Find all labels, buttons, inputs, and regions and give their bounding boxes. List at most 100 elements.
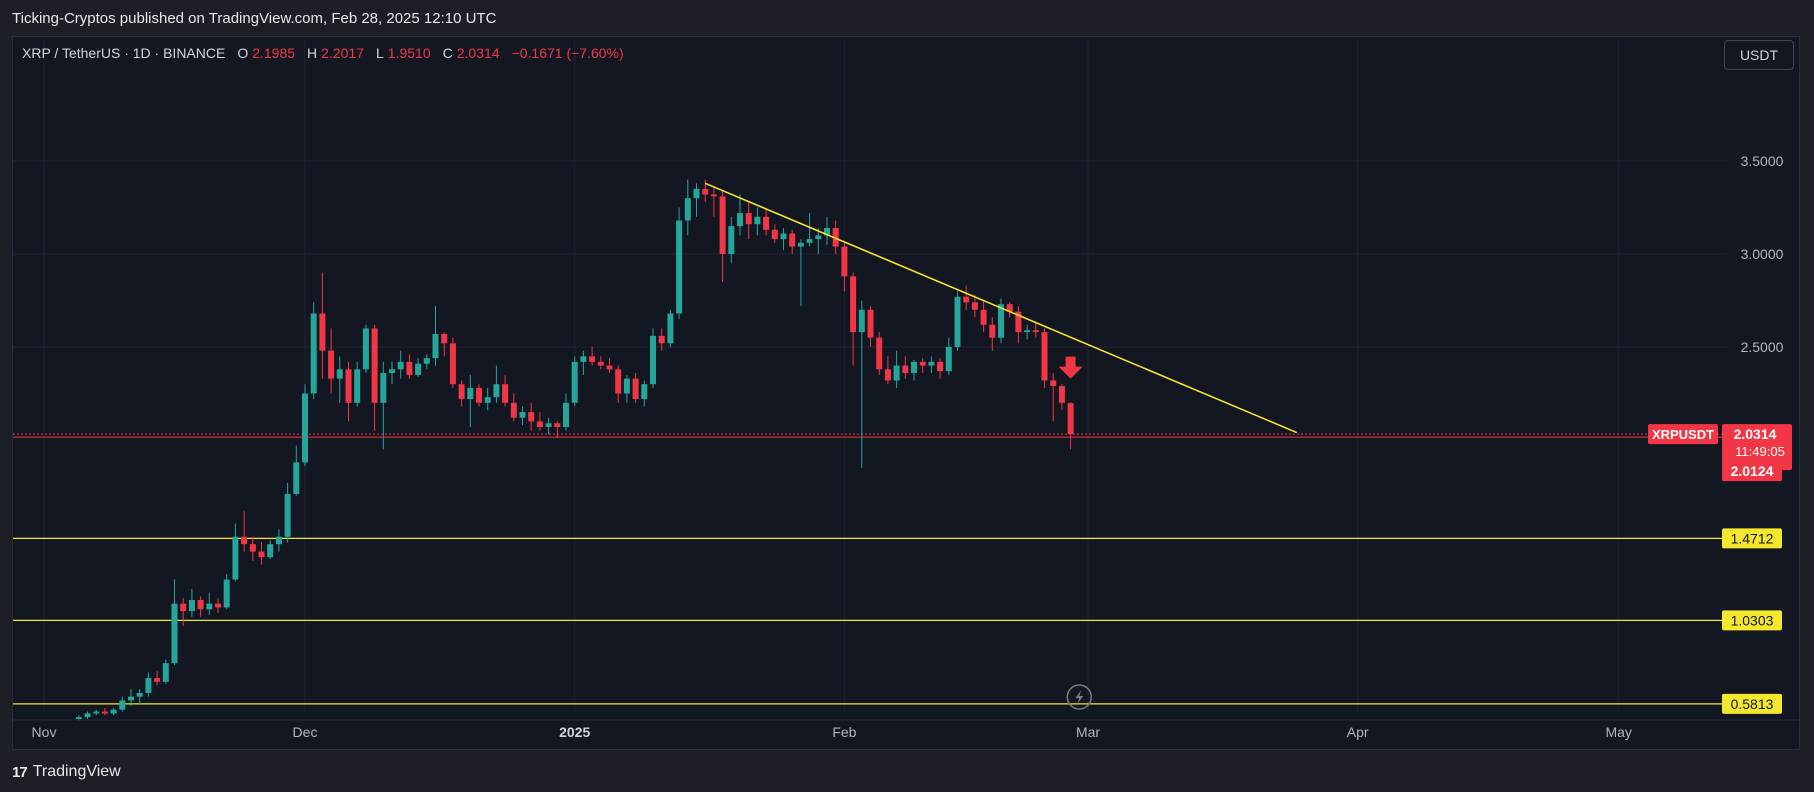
candle-body	[763, 216, 770, 230]
candle-body	[771, 229, 778, 240]
candle	[128, 689, 134, 706]
candle	[284, 482, 291, 543]
candle-body	[319, 313, 326, 351]
candle	[1024, 324, 1031, 340]
candle-body	[528, 412, 535, 422]
candle	[232, 523, 239, 582]
close-label: C	[442, 45, 453, 61]
candle	[423, 354, 430, 370]
candle	[362, 324, 369, 374]
candle-body	[797, 242, 804, 247]
candle-body	[650, 335, 656, 385]
candle	[954, 291, 961, 351]
candle	[902, 356, 909, 379]
x-tick-label: 2025	[559, 724, 590, 740]
symbol-tag: XRPUSDT	[1652, 427, 1714, 442]
candle-body	[336, 369, 343, 379]
candle	[110, 707, 117, 716]
candle	[1067, 402, 1074, 450]
candle	[571, 356, 578, 407]
candle	[911, 360, 917, 381]
support-label: 1.0303	[1731, 612, 1774, 628]
candle	[824, 216, 830, 245]
candle-body	[728, 226, 735, 254]
support-label-bg	[1722, 693, 1782, 714]
high-value: 2.2017	[321, 45, 364, 61]
candle	[406, 354, 413, 379]
candle-body	[754, 216, 761, 225]
candle-body	[623, 378, 630, 394]
candle-body	[493, 384, 500, 398]
candle	[319, 272, 326, 379]
candle-body	[632, 378, 639, 400]
candle	[998, 298, 1004, 344]
open-value: 2.1985	[252, 45, 296, 61]
candle	[676, 207, 683, 320]
candle-body	[893, 365, 900, 381]
candle	[484, 387, 491, 411]
candle-body	[954, 296, 961, 347]
candle	[771, 224, 778, 243]
candle	[737, 194, 743, 236]
candle	[1015, 306, 1022, 344]
candle	[354, 361, 361, 407]
candle	[188, 588, 195, 617]
publisher-header: Ticking-Cryptos published on TradingView…	[0, 0, 1814, 36]
low-tag: 2.0124	[1731, 463, 1774, 479]
candle	[684, 179, 691, 236]
candle	[432, 306, 439, 366]
chart-frame[interactable]	[12, 36, 1800, 750]
y-tick-label: 2.5000	[1741, 339, 1784, 355]
candle-body	[267, 544, 274, 558]
candle-body	[945, 347, 952, 372]
candle-body	[389, 369, 395, 374]
candle-body	[171, 603, 178, 664]
candle	[145, 672, 152, 697]
candle-body	[406, 361, 413, 375]
candle-body	[162, 663, 169, 682]
candle	[789, 229, 796, 254]
candle	[989, 317, 996, 351]
candle-body	[354, 369, 361, 403]
open-label: O	[237, 45, 249, 61]
candle	[806, 213, 813, 247]
candle	[241, 510, 248, 552]
price-tag-bg	[1722, 424, 1792, 471]
candle-body	[911, 361, 917, 374]
candle-body	[110, 709, 117, 714]
candle	[754, 207, 761, 236]
candle-body	[93, 711, 100, 714]
candle	[615, 365, 622, 403]
change-value: −0.1671 (−7.60%)	[511, 45, 624, 61]
candle-body	[293, 462, 300, 494]
candle-body	[197, 599, 204, 610]
tradingview-logo-icon[interactable]: 17	[12, 763, 28, 781]
candle-body	[310, 313, 317, 394]
candle	[389, 361, 395, 385]
candle-body	[850, 276, 857, 333]
candle-body	[615, 369, 622, 394]
candle-body	[815, 235, 822, 240]
candle-body	[980, 309, 987, 325]
replay-icon	[1066, 684, 1093, 710]
currency-button[interactable]: USDT	[1724, 40, 1794, 70]
candle-body	[449, 343, 456, 385]
candle	[84, 711, 91, 719]
x-tick-label: Feb	[832, 724, 856, 740]
candle	[371, 324, 378, 431]
candle-body	[806, 239, 813, 243]
x-tick-label: Nov	[32, 724, 57, 740]
candle-body	[676, 220, 683, 314]
brand-name[interactable]: TradingView	[32, 763, 121, 780]
candle-body	[1006, 304, 1013, 312]
symbol-label[interactable]: XRP / TetherUS · 1D · BINANCE	[22, 45, 226, 61]
candle-body	[841, 246, 848, 277]
candle	[510, 393, 517, 422]
trendline	[704, 182, 1298, 434]
low-label: L	[376, 45, 384, 61]
candle-body	[284, 493, 291, 537]
candle-body	[362, 328, 369, 370]
support-levels: 1.4712 1.0303 0.5813	[13, 433, 1782, 714]
sell-arrow-icon	[1058, 356, 1083, 379]
